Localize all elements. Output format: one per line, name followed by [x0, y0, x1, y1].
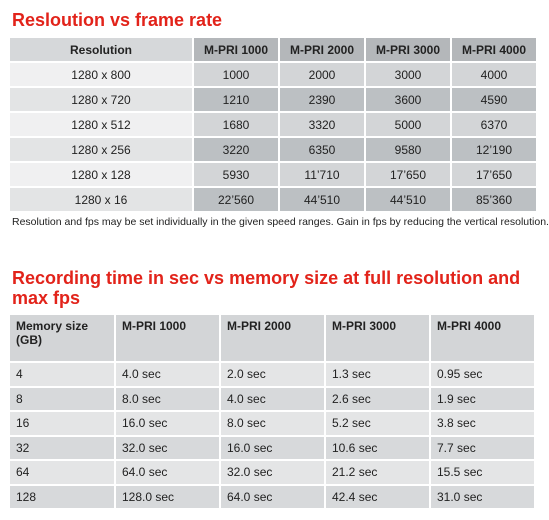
- cell: 16: [10, 412, 114, 435]
- cell: 42.4 sec: [326, 485, 429, 508]
- cell: 31.0 sec: [431, 485, 534, 508]
- cell: 1280 x 800: [10, 63, 192, 86]
- cell: 1210: [194, 88, 278, 111]
- cell: 15.5 sec: [431, 461, 534, 484]
- section-title: Resloution vs frame rate: [12, 10, 223, 30]
- cell: 5000: [366, 113, 450, 136]
- cell: 5930: [194, 163, 278, 186]
- cell: 7.7 sec: [431, 436, 534, 459]
- cell: 6370: [452, 113, 536, 136]
- cell: 17’650: [366, 163, 450, 186]
- table-row: 16 16.0 sec 8.0 sec 5.2 sec 3.8 sec: [10, 412, 534, 435]
- table-row: Resolution M-PRI 1000 M-PRI 2000 M-PRI 3000…: [10, 38, 536, 61]
- header-cell: M-PRI 1000: [194, 38, 278, 61]
- table-row: 64 64.0 sec 32.0 sec 21.2 sec 15.5 sec: [10, 461, 534, 484]
- table-row: 4 4.0 sec 2.0 sec 1.3 sec 0.95 sec: [10, 363, 534, 386]
- cell: 17’650: [452, 163, 536, 186]
- cell: 8.0 sec: [116, 387, 219, 410]
- cell: 32.0 sec: [116, 436, 219, 459]
- cell: 1280 x 512: [10, 113, 192, 136]
- cell: 1280 x 256: [10, 138, 192, 161]
- cell: 4.0 sec: [221, 387, 324, 410]
- header-cell: M-PRI 1000: [116, 315, 219, 361]
- header-cell: M-PRI 4000: [452, 38, 536, 61]
- cell: 8: [10, 387, 114, 410]
- header-cell: M-PRI 3000: [326, 315, 429, 361]
- cell: 2390: [280, 88, 364, 111]
- cell: 1280 x 720: [10, 88, 192, 111]
- cell: 22’560: [194, 188, 278, 211]
- cell: 1280 x 128: [10, 163, 192, 186]
- cell: 9580: [366, 138, 450, 161]
- cell: 11’710: [280, 163, 364, 186]
- cell: 12’190: [452, 138, 536, 161]
- table-row: 128 128.0 sec 64.0 sec 42.4 sec 31.0 sec: [10, 485, 534, 508]
- cell: 64.0 sec: [221, 485, 324, 508]
- cell: 1000: [194, 63, 278, 86]
- cell: 6350: [280, 138, 364, 161]
- cell: 44’510: [280, 188, 364, 211]
- cell: 4000: [452, 63, 536, 86]
- cell: 44’510: [366, 188, 450, 211]
- section-title: Recording time in sec vs memory size at …: [12, 268, 521, 308]
- header-cell: M-PRI 3000: [366, 38, 450, 61]
- table: Resolution M-PRI 1000 M-PRI 2000 M-PRI 3000…: [8, 36, 538, 213]
- header-cell: Memory size (GB): [10, 315, 114, 361]
- cell: 5.2 sec: [326, 412, 429, 435]
- cell: 21.2 sec: [326, 461, 429, 484]
- cell: 4.0 sec: [116, 363, 219, 386]
- header-cell: M-PRI 2000: [280, 38, 364, 61]
- cell: 64: [10, 461, 114, 484]
- header-cell: Resolution: [10, 38, 192, 61]
- table-row: 1280 x 128 5930 11’710 17’650 17’650: [10, 163, 536, 186]
- cell: 1.3 sec: [326, 363, 429, 386]
- table: Memory size (GB) M-PRI 1000 M-PRI 2000 M-PR…: [8, 313, 536, 510]
- table-row: 1280 x 512 1680 3320 5000 6370: [10, 113, 536, 136]
- cell: 1.9 sec: [431, 387, 534, 410]
- note: Resolution and fps may be set individual…: [12, 216, 549, 228]
- cell: 0.95 sec: [431, 363, 534, 386]
- table-row: 1280 x 16 22’560 44’510 44’510 85’360: [10, 188, 536, 211]
- header-cell: M-PRI 4000: [431, 315, 534, 361]
- cell: 1280 x 16: [10, 188, 192, 211]
- cell: 3220: [194, 138, 278, 161]
- cell: 128.0 sec: [116, 485, 219, 508]
- header-cell: M-PRI 2000: [221, 315, 324, 361]
- cell: 3.8 sec: [431, 412, 534, 435]
- cell: 8.0 sec: [221, 412, 324, 435]
- cell: 16.0 sec: [116, 412, 219, 435]
- cell: 4: [10, 363, 114, 386]
- table-row: 1280 x 720 1210 2390 3600 4590: [10, 88, 536, 111]
- cell: 10.6 sec: [326, 436, 429, 459]
- cell: 85’360: [452, 188, 536, 211]
- cell: 3320: [280, 113, 364, 136]
- cell: 4590: [452, 88, 536, 111]
- table-row: 1280 x 256 3220 6350 9580 12’190: [10, 138, 536, 161]
- cell: 64.0 sec: [116, 461, 219, 484]
- table-row: 1280 x 800 1000 2000 3000 4000: [10, 63, 536, 86]
- cell: 3600: [366, 88, 450, 111]
- cell: 32: [10, 436, 114, 459]
- cell: 128: [10, 485, 114, 508]
- cell: 1680: [194, 113, 278, 136]
- cell: 16.0 sec: [221, 436, 324, 459]
- table-row: 8 8.0 sec 4.0 sec 2.6 sec 1.9 sec: [10, 387, 534, 410]
- cell: 2.6 sec: [326, 387, 429, 410]
- cell: 3000: [366, 63, 450, 86]
- cell: 2000: [280, 63, 364, 86]
- table-row: 32 32.0 sec 16.0 sec 10.6 sec 7.7 sec: [10, 436, 534, 459]
- table-row: Memory size (GB) M-PRI 1000 M-PRI 2000 M-PR…: [10, 315, 534, 361]
- cell: 2.0 sec: [221, 363, 324, 386]
- cell: 32.0 sec: [221, 461, 324, 484]
